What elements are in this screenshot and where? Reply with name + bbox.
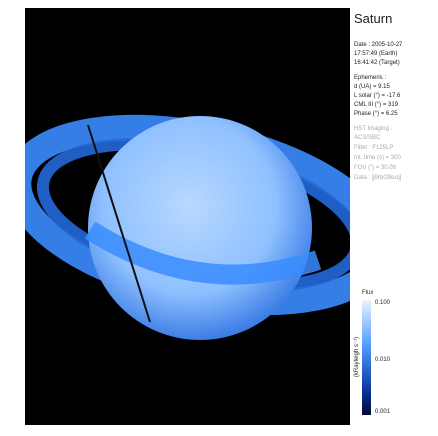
info-line: Date : 2005-10-27 <box>354 42 403 48</box>
info-line: Ephemeris : <box>354 75 386 81</box>
info-line: 17:57:49 (Earth) <box>354 51 397 57</box>
colorbar-unit: (kRayleigh s⁻¹) <box>354 337 360 377</box>
info-line: Phase (°) = 6.25 <box>354 111 398 117</box>
info-line: Data : [j9rb03kuq] <box>354 175 402 181</box>
figure: Saturn Date : 2005-10-27 17:57:49 (Earth)… <box>0 0 438 431</box>
colorbar-tick: 0.100 <box>375 300 391 306</box>
info-line: Int. time (s) = 300 <box>354 155 402 161</box>
info-line: FOV (") = 30.06 <box>354 165 397 171</box>
colorbar-tick: 0.001 <box>375 409 391 415</box>
colorbar-tick: 0.010 <box>375 357 391 363</box>
info-line: d (UA) = 9.15 <box>354 84 391 90</box>
title: Saturn <box>354 11 392 26</box>
colorbar <box>362 300 371 415</box>
info-line: Filter : F125LP <box>354 145 393 151</box>
info-line: HST Imaging : <box>354 126 393 132</box>
info-line: 16:41:42 (Target) <box>354 60 400 66</box>
colorbar-title: Flux <box>362 290 373 296</box>
info-line: ACS/SBC <box>354 135 381 141</box>
info-line: L solar (°) = -17.6 <box>354 93 401 99</box>
info-line: CML III (°) = 319 <box>354 102 399 108</box>
